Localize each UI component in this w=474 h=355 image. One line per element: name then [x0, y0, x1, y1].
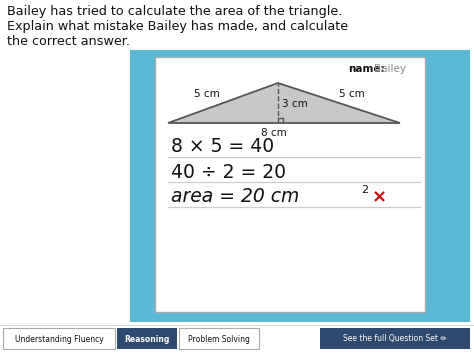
FancyBboxPatch shape [117, 328, 177, 349]
Text: Bailey: Bailey [374, 64, 406, 74]
Text: the correct answer.: the correct answer. [7, 35, 130, 48]
FancyBboxPatch shape [130, 50, 470, 322]
FancyBboxPatch shape [3, 328, 115, 349]
FancyBboxPatch shape [320, 328, 470, 349]
Text: Understanding Fluency: Understanding Fluency [15, 334, 103, 344]
Text: Explain what mistake Bailey has made, and calculate: Explain what mistake Bailey has made, an… [7, 20, 348, 33]
Text: 5 cm: 5 cm [339, 89, 365, 99]
Text: 8 × 5 = 40: 8 × 5 = 40 [171, 137, 274, 157]
Text: Problem Solving: Problem Solving [188, 334, 250, 344]
Text: See the full Question Set ✏: See the full Question Set ✏ [343, 334, 447, 344]
FancyBboxPatch shape [155, 57, 425, 312]
Text: 2: 2 [361, 185, 368, 195]
FancyBboxPatch shape [179, 328, 259, 349]
Text: Reasoning: Reasoning [124, 334, 170, 344]
Polygon shape [168, 83, 400, 123]
Text: 40 ÷ 2 = 20: 40 ÷ 2 = 20 [171, 163, 286, 181]
Text: 3 cm: 3 cm [282, 99, 308, 109]
Text: area = 20 cm: area = 20 cm [171, 187, 299, 207]
Text: ×: × [372, 188, 387, 206]
Text: name:: name: [348, 64, 384, 74]
Text: 8 cm: 8 cm [261, 128, 287, 138]
Text: 5 cm: 5 cm [194, 89, 220, 99]
Text: Bailey has tried to calculate the area of the triangle.: Bailey has tried to calculate the area o… [7, 5, 342, 18]
